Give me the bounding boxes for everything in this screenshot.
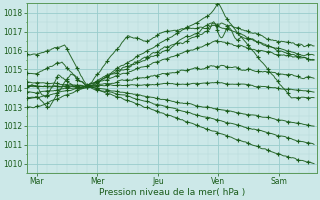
X-axis label: Pression niveau de la mer( hPa ): Pression niveau de la mer( hPa ) — [99, 188, 245, 197]
